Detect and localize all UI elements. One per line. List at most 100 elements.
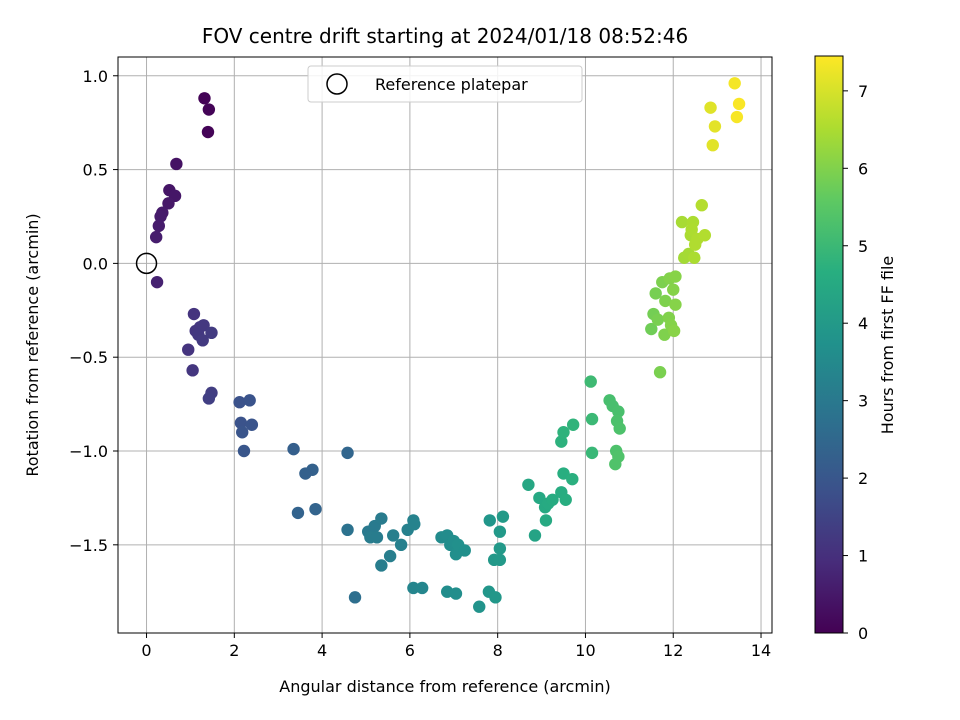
y-tick-label: −1.0 bbox=[69, 442, 108, 461]
data-point bbox=[197, 319, 210, 332]
data-point bbox=[539, 514, 553, 527]
legend-box bbox=[307, 65, 583, 103]
plot-frame bbox=[117, 56, 773, 634]
data-point bbox=[659, 294, 672, 308]
data-point bbox=[728, 77, 741, 90]
data-point bbox=[245, 418, 259, 431]
reference-point bbox=[135, 252, 158, 275]
data-point bbox=[688, 251, 701, 264]
data-point bbox=[415, 581, 429, 595]
data-point bbox=[708, 120, 722, 133]
data-point bbox=[182, 343, 195, 356]
data-point bbox=[407, 581, 420, 595]
y-axis-ticks: −1.5 −1.0 −0.5 0.0 0.5 1.0 bbox=[69, 67, 118, 555]
data-point bbox=[348, 591, 362, 604]
data-point bbox=[483, 514, 496, 527]
data-point bbox=[187, 307, 201, 321]
x-tick-label: 14 bbox=[751, 641, 771, 660]
data-point bbox=[555, 435, 568, 448]
data-point bbox=[559, 493, 572, 506]
data-point bbox=[493, 553, 507, 567]
data-point bbox=[685, 223, 698, 236]
y-tick-label: −1.5 bbox=[69, 536, 108, 555]
data-point bbox=[375, 512, 388, 525]
data-point bbox=[237, 444, 251, 458]
data-point bbox=[186, 364, 199, 377]
data-point bbox=[667, 324, 681, 338]
data-point bbox=[612, 405, 625, 418]
data-point bbox=[546, 493, 559, 506]
data-point bbox=[649, 287, 662, 300]
x-tick-label: 2 bbox=[229, 641, 239, 660]
data-point bbox=[667, 283, 680, 296]
legend-marker bbox=[326, 73, 348, 95]
data-point bbox=[196, 334, 209, 347]
data-point bbox=[341, 523, 354, 537]
data-point bbox=[653, 366, 667, 379]
data-point bbox=[557, 426, 570, 439]
data-point bbox=[496, 510, 510, 523]
data-point bbox=[202, 392, 216, 405]
x-tick-label: 10 bbox=[575, 641, 595, 660]
data-point bbox=[706, 138, 719, 152]
x-tick-label: 8 bbox=[493, 641, 503, 660]
data-point bbox=[695, 199, 708, 212]
colorbar-tick-label: 5 bbox=[858, 237, 868, 256]
data-point bbox=[387, 529, 400, 542]
data-point bbox=[522, 478, 535, 491]
data-point bbox=[154, 210, 167, 223]
data-point bbox=[730, 110, 744, 124]
data-point bbox=[675, 215, 689, 229]
colorbar-tick-label: 4 bbox=[858, 314, 868, 333]
data-point bbox=[533, 491, 546, 505]
colorbar-ticks: 0 1 2 3 4 5 6 7 bbox=[843, 82, 868, 643]
data-point bbox=[150, 275, 164, 289]
data-point bbox=[584, 375, 597, 388]
data-point bbox=[394, 538, 408, 552]
data-point bbox=[243, 394, 256, 407]
data-point bbox=[613, 422, 626, 435]
data-point bbox=[566, 418, 580, 431]
chart-title: FOV centre drift starting at 2024/01/18 … bbox=[202, 24, 688, 48]
data-point bbox=[309, 502, 322, 516]
data-point bbox=[234, 416, 248, 430]
x-tick-label: 0 bbox=[141, 641, 151, 660]
data-point bbox=[162, 197, 175, 210]
data-point bbox=[201, 125, 215, 139]
data-point bbox=[170, 157, 183, 171]
data-point bbox=[698, 229, 712, 242]
colorbar-tick-label: 0 bbox=[858, 624, 868, 643]
data-point bbox=[202, 103, 216, 116]
data-point bbox=[669, 270, 682, 283]
data-point bbox=[645, 322, 658, 336]
colorbar-tick-label: 2 bbox=[858, 469, 868, 488]
colorbar-label: Hours from first FF file bbox=[878, 256, 897, 435]
colorbar: 0 1 2 3 4 5 6 7 Hours from first FF file bbox=[814, 55, 897, 643]
x-tick-label: 12 bbox=[663, 641, 683, 660]
x-axis-label: Angular distance from reference (arcmin) bbox=[279, 677, 610, 696]
data-point bbox=[408, 517, 421, 531]
data-point bbox=[609, 457, 622, 471]
data-point bbox=[236, 426, 249, 439]
colorbar-tick-label: 1 bbox=[858, 547, 868, 566]
y-tick-label: −0.5 bbox=[69, 348, 108, 367]
y-tick-label: 1.0 bbox=[83, 67, 108, 86]
data-point bbox=[375, 559, 388, 572]
data-point bbox=[458, 544, 471, 557]
data-point bbox=[233, 396, 246, 409]
scatter-points bbox=[149, 77, 746, 613]
y-axis-label: Rotation from reference (arcmin) bbox=[23, 213, 42, 476]
legend: Reference platepar bbox=[307, 65, 583, 103]
data-point bbox=[383, 549, 397, 563]
x-axis-ticks: 0 2 4 6 8 10 12 14 bbox=[141, 633, 771, 660]
data-point bbox=[493, 525, 507, 538]
data-point bbox=[658, 328, 671, 341]
colorbar-tick-label: 3 bbox=[858, 392, 868, 411]
data-point bbox=[205, 326, 218, 340]
data-point bbox=[566, 472, 579, 486]
colorbar-gradient bbox=[814, 55, 844, 634]
y-tick-label: 0.0 bbox=[83, 254, 108, 273]
x-tick-label: 6 bbox=[405, 641, 415, 660]
data-point bbox=[528, 529, 542, 542]
